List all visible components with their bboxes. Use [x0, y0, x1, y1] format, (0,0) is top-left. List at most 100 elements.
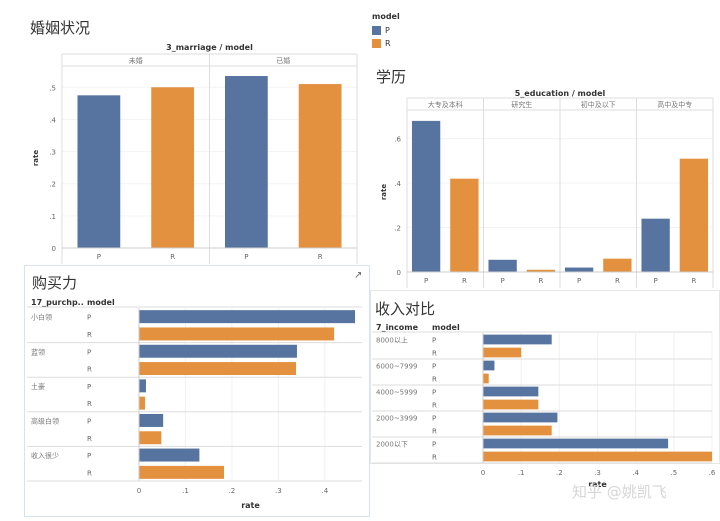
category-label: P [87, 348, 91, 356]
bar-高级白领-R [139, 431, 162, 445]
category-label: R [87, 400, 92, 408]
category-label: R [432, 376, 437, 384]
bar-蓝领-P [139, 344, 297, 358]
x-axis-title: rate [241, 501, 260, 510]
x-tick-label: R [170, 253, 175, 261]
x-tick-label: .1 [182, 487, 189, 495]
row-label: 2000~3999 [376, 415, 418, 423]
bar-小白领-R [139, 327, 335, 341]
legend-item-r[interactable]: R [372, 39, 391, 48]
category-label: P [87, 383, 91, 391]
bar-土豪-R [139, 396, 146, 410]
bar-2000~3999-R [483, 425, 552, 436]
row-label: 小白领 [31, 313, 52, 322]
x-tick-label: .3 [275, 487, 282, 495]
x-axis-title: rate [588, 480, 607, 489]
category-label: R [87, 469, 92, 477]
category-label: P [432, 337, 436, 345]
x-tick-label: R [318, 253, 323, 261]
x-tick-label: .2 [229, 487, 236, 495]
bar-6000~7999-P [483, 360, 495, 371]
x-tick-label: .4 [632, 469, 639, 477]
y-tick-label: .4 [49, 116, 56, 124]
x-tick-label: P [244, 253, 248, 261]
y-tick-label: .5 [49, 84, 56, 92]
model-header: model [432, 323, 460, 332]
category-label: R [432, 350, 437, 358]
bar-4000~5999-R [483, 399, 539, 410]
group-header: 已婚 [276, 56, 290, 65]
x-tick-label: .3 [594, 469, 601, 477]
bar-4000~5999-P [483, 386, 539, 397]
bar-土豪-P [139, 379, 146, 393]
y-axis-title: rate [32, 150, 40, 167]
y-tick-label: 0 [397, 269, 401, 277]
bar-初中及以下-R [603, 258, 632, 272]
purchase-panel-border [24, 265, 370, 517]
x-tick-label: P [654, 277, 658, 285]
x-tick-label: P [577, 277, 581, 285]
y-axis-title: rate [380, 184, 388, 201]
group-header: 高中及中专 [657, 100, 692, 109]
y-tick-label: .2 [394, 225, 401, 233]
marriage-chart: 3_marriage / model rate 0 .1 .2 .3 .4 .5 未婚 P R 已婚 P… [32, 43, 358, 264]
row-label: 土豪 [31, 382, 45, 391]
category-label: R [87, 331, 92, 339]
category-label: P [87, 314, 91, 322]
bar-蓝领-R [139, 362, 297, 376]
category-label: P [432, 415, 436, 423]
row-label: 蓝领 [31, 347, 45, 356]
bar-大专及本科-R [450, 178, 479, 272]
x-tick-label: R [691, 277, 696, 285]
category-label: P [87, 417, 91, 425]
bar-2000~3999-P [483, 412, 558, 423]
bar-未婚-R [151, 87, 195, 249]
row-label: 2000以下 [376, 441, 408, 449]
x-tick-label: P [424, 277, 428, 285]
category-label: P [432, 441, 436, 449]
y-tick-label: .6 [394, 136, 401, 144]
chart-subtitle: 3_marriage / model [166, 43, 253, 52]
bar-已婚-R [298, 84, 342, 248]
x-tick-label: .2 [556, 469, 563, 477]
bar-高中及中专-P [641, 218, 670, 272]
legend-label-p: P [385, 26, 390, 35]
purchase-chart: 17_purchp.. model 0 .1 .2 .3 .4 rate 小白领 P R 蓝领 P R 土豪… [27, 298, 362, 510]
x-tick-label: R [462, 277, 467, 285]
row-header: 17_purchp.. [31, 298, 84, 307]
row-label: 6000~7999 [376, 363, 418, 371]
purchase-title: 购买力 [32, 274, 78, 292]
x-tick-label: .1 [518, 469, 525, 477]
legend-item-p[interactable]: P [372, 26, 390, 35]
bar-收入很少-R [139, 465, 225, 479]
x-tick-label: .4 [321, 487, 328, 495]
model-header: model [87, 298, 115, 307]
group-header: 未婚 [129, 56, 143, 65]
bar-已婚-P [224, 76, 268, 249]
bar-2000以下-R [483, 451, 712, 462]
legend[interactable]: model P R [372, 12, 422, 52]
legend-swatch-p [372, 26, 381, 35]
category-label: R [87, 435, 92, 443]
legend-swatch-r [372, 39, 381, 48]
marriage-title: 婚姻状况 [30, 19, 91, 37]
bar-8000以上-R [483, 347, 522, 358]
bar-8000以上-P [483, 334, 552, 345]
bar-高级白领-P [139, 413, 164, 427]
row-label: 收入很少 [31, 451, 59, 460]
category-label: P [432, 389, 436, 397]
bar-高中及中专-R [679, 158, 709, 272]
income-title: 收入对比 [375, 300, 436, 318]
popout-icon[interactable]: ↗ [354, 270, 363, 281]
bar-初中及以下-P [564, 267, 594, 272]
x-tick-label: .5 [670, 469, 677, 477]
x-tick-label: 0 [481, 469, 485, 477]
education-title: 学历 [376, 68, 407, 86]
category-label: R [432, 402, 437, 410]
education-chart: 5_education / model rate 0 .2 .4 .6 大专及本科 P R 研究生… [380, 89, 714, 288]
bar-收入很少-P [139, 448, 200, 462]
y-tick-label: .4 [394, 180, 401, 188]
bar-2000以下-P [483, 438, 669, 449]
